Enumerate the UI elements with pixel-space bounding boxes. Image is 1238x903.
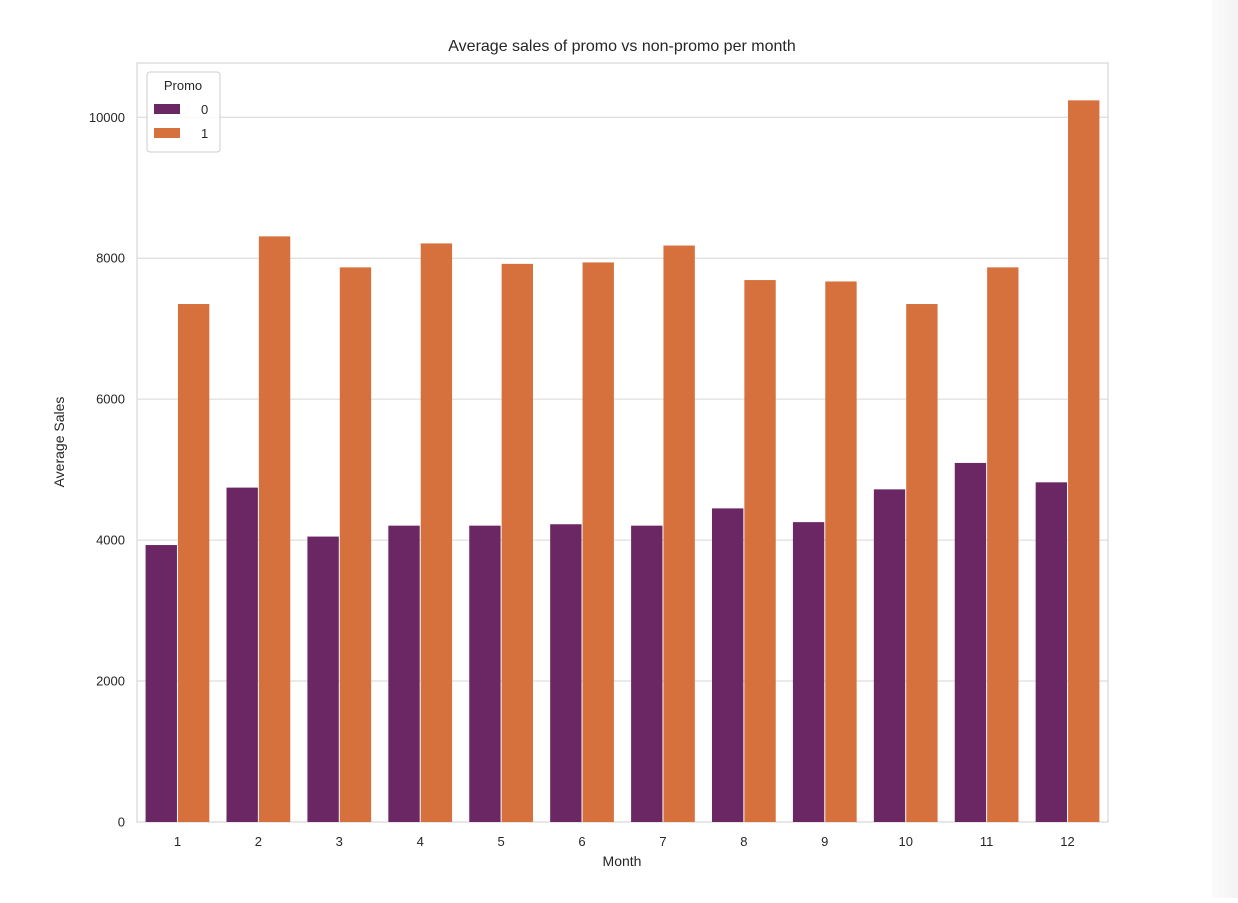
bar-promo-1-month-1 xyxy=(177,304,210,822)
legend: Promo 0 1 xyxy=(146,71,221,153)
legend-label-1: 1 xyxy=(201,126,208,141)
bars xyxy=(145,100,1100,823)
gridlines xyxy=(137,116,1108,682)
bar-promo-0-month-12 xyxy=(1035,482,1068,822)
y-tick-label: 8000 xyxy=(96,251,125,266)
bar-promo-0-month-10 xyxy=(873,489,906,822)
bar-promo-0-month-2 xyxy=(226,487,258,822)
chart-title: Average sales of promo vs non-promo per … xyxy=(448,38,795,55)
y-tick-label: 2000 xyxy=(96,674,125,689)
legend-title: Promo xyxy=(164,78,202,93)
bar-promo-0-month-3 xyxy=(307,536,339,822)
x-tick-label: 9 xyxy=(821,834,828,849)
legend-label-0: 0 xyxy=(201,102,208,117)
bar-promo-0-month-9 xyxy=(792,522,825,822)
y-tick-labels: 0 2000 4000 6000 8000 10000 xyxy=(89,110,125,830)
x-tick-label: 2 xyxy=(255,834,262,849)
bar-promo-1-month-8 xyxy=(744,280,776,823)
x-tick-label: 6 xyxy=(578,834,585,849)
x-tick-label: 3 xyxy=(336,834,343,849)
bar-promo-0-month-6 xyxy=(550,524,582,822)
bar-promo-0-month-1 xyxy=(145,545,177,822)
x-axis-label: Month xyxy=(603,853,642,869)
bar-promo-1-month-7 xyxy=(663,245,695,822)
bar-promo-1-month-9 xyxy=(825,281,857,822)
x-tick-label: 5 xyxy=(498,834,505,849)
bar-promo-1-month-12 xyxy=(1068,100,1100,823)
bar-promo-0-month-8 xyxy=(712,508,744,822)
x-tick-label: 8 xyxy=(740,834,747,849)
bar-promo-0-month-4 xyxy=(388,525,420,822)
x-tick-label: 11 xyxy=(980,834,994,849)
bar-promo-1-month-4 xyxy=(420,243,453,823)
x-tick-label: 7 xyxy=(659,834,666,849)
bar-promo-1-month-10 xyxy=(906,304,938,822)
bar-promo-1-month-6 xyxy=(582,262,614,822)
bar-promo-0-month-5 xyxy=(469,525,501,822)
y-tick-label: 4000 xyxy=(96,533,125,548)
x-tick-label: 10 xyxy=(898,834,912,849)
y-tick-label: 0 xyxy=(118,815,125,830)
x-tick-label: 12 xyxy=(1060,834,1074,849)
bar-promo-1-month-5 xyxy=(501,263,533,822)
y-tick-label: 10000 xyxy=(89,110,125,125)
y-axis-label: Average Sales xyxy=(51,397,67,488)
x-tick-labels: 1 2 3 4 5 6 7 8 9 10 11 12 xyxy=(174,834,1075,849)
legend-swatch-0 xyxy=(154,104,180,114)
bar-promo-1-month-2 xyxy=(258,236,291,823)
bar-promo-1-month-11 xyxy=(987,267,1019,822)
bar-promo-0-month-11 xyxy=(954,462,987,822)
x-tick-label: 1 xyxy=(174,834,181,849)
legend-swatch-1 xyxy=(154,128,180,138)
plot-area xyxy=(136,62,1109,823)
bar-promo-0-month-7 xyxy=(631,525,663,822)
x-tick-label: 4 xyxy=(417,834,424,849)
y-tick-label: 6000 xyxy=(96,392,125,407)
page-edge-shadow xyxy=(1212,0,1238,898)
bar-promo-1-month-3 xyxy=(339,267,372,822)
